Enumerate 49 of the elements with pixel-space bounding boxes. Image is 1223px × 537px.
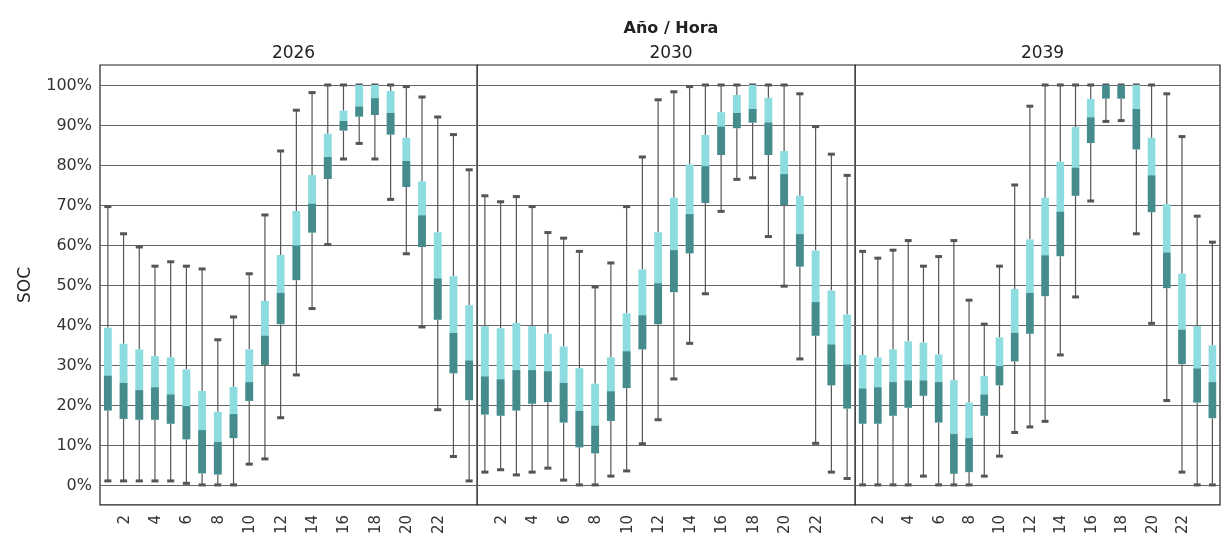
x-tick-label: 14 [680, 514, 699, 535]
x-tick-label: 20 [397, 514, 416, 535]
x-tick-label: 12 [649, 514, 668, 535]
x-tick-label: 16 [712, 514, 731, 535]
x-tick-label: 4 [145, 514, 164, 525]
x-tick-label: 20 [775, 514, 794, 535]
x-tick-label: 2 [491, 514, 510, 525]
x-tick-label: 4 [899, 514, 918, 525]
x-tick-label: 22 [428, 514, 447, 535]
x-tick-label: 10 [617, 514, 636, 535]
y-axis-title: SOC [13, 266, 34, 303]
x-tick-label: 18 [1112, 514, 1131, 535]
x-tick-label: 22 [1172, 514, 1191, 535]
x-tick-label: 12 [271, 514, 290, 535]
x-tick-label: 2 [114, 514, 133, 525]
x-tick-label: 6 [929, 514, 948, 525]
x-tick-label: 4 [523, 514, 542, 525]
x-tick-label: 20 [1142, 514, 1161, 535]
y-tick-label: 80% [56, 155, 92, 175]
x-tick-label: 10 [240, 514, 259, 535]
x-tick-label: 10 [990, 514, 1009, 535]
chart-title: 2030 [649, 41, 693, 62]
x-tick-label: 8 [960, 514, 979, 525]
x-tick-label: 14 [303, 514, 322, 535]
x-tick-label: 6 [177, 514, 196, 525]
x-tick-label: 8 [586, 514, 605, 525]
x-tick-label: 22 [806, 514, 825, 535]
x-tick-label: 16 [334, 514, 353, 535]
x-tick-label: 6 [554, 514, 573, 525]
chart-title: 2026 [271, 41, 316, 62]
y-tick-label: 40% [56, 315, 92, 335]
x-tick-label: 2 [868, 514, 887, 525]
y-tick-label: 10% [56, 435, 92, 455]
y-tick-label: 50% [56, 275, 92, 295]
x-tick-label: 16 [1081, 514, 1100, 535]
x-tick-label: 8 [208, 514, 227, 525]
x-axis-title: Año / Hora [623, 17, 719, 37]
x-tick-label: 18 [743, 514, 762, 535]
x-tick-label: 14 [1051, 514, 1070, 535]
x-tick-label: 18 [365, 514, 384, 535]
y-tick-label: 0% [66, 475, 92, 495]
chart-title: 2039 [1020, 41, 1065, 62]
y-tick-label: 90% [56, 115, 92, 135]
y-tick-label: 100% [46, 75, 92, 95]
y-tick-label: 60% [56, 235, 92, 255]
y-tick-label: 20% [56, 395, 92, 415]
y-tick-label: 30% [56, 355, 92, 375]
x-tick-label: 12 [1020, 514, 1039, 535]
y-tick-label: 70% [56, 195, 92, 215]
